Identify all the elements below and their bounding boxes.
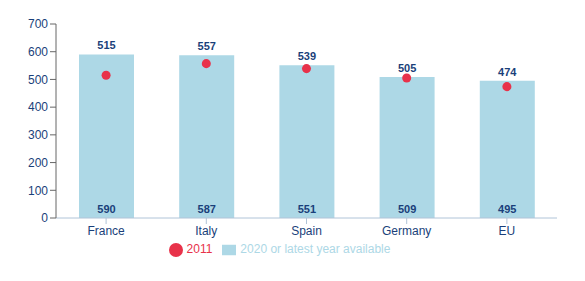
- html-text:2020 or latest year available: 2020 or latest year available: [240, 242, 391, 256]
- svg-text:500: 500: [28, 73, 48, 87]
- svg-text:590: 590: [97, 203, 115, 215]
- svg-text:Spain: Spain: [291, 224, 322, 238]
- svg-text:474: 474: [498, 66, 517, 78]
- svg-text:539: 539: [298, 50, 316, 62]
- svg-text:400: 400: [28, 100, 48, 114]
- svg-text:Italy: Italy: [195, 224, 217, 238]
- svg-text:Germany: Germany: [382, 224, 431, 238]
- svg-text:551: 551: [298, 203, 316, 215]
- svg-text:EU: EU: [499, 224, 516, 238]
- svg-text:587: 587: [198, 203, 216, 215]
- svg-text:100: 100: [28, 184, 48, 198]
- svg-text:557: 557: [198, 40, 216, 52]
- svg-text:France: France: [87, 224, 125, 238]
- svg-text:515: 515: [97, 39, 115, 51]
- svg-text:200: 200: [28, 156, 48, 170]
- svg-text:700: 700: [28, 17, 48, 31]
- html-text:2011: 2011: [186, 242, 213, 256]
- svg-text:0: 0: [41, 211, 48, 225]
- svg-text:495: 495: [498, 203, 516, 215]
- svg-text:300: 300: [28, 128, 48, 142]
- svg-text:600: 600: [28, 45, 48, 59]
- svg-text:505: 505: [398, 62, 416, 74]
- svg-text:509: 509: [398, 203, 416, 215]
